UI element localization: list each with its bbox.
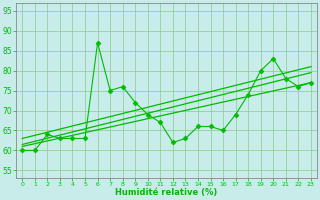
X-axis label: Humidité relative (%): Humidité relative (%) [116,188,218,197]
